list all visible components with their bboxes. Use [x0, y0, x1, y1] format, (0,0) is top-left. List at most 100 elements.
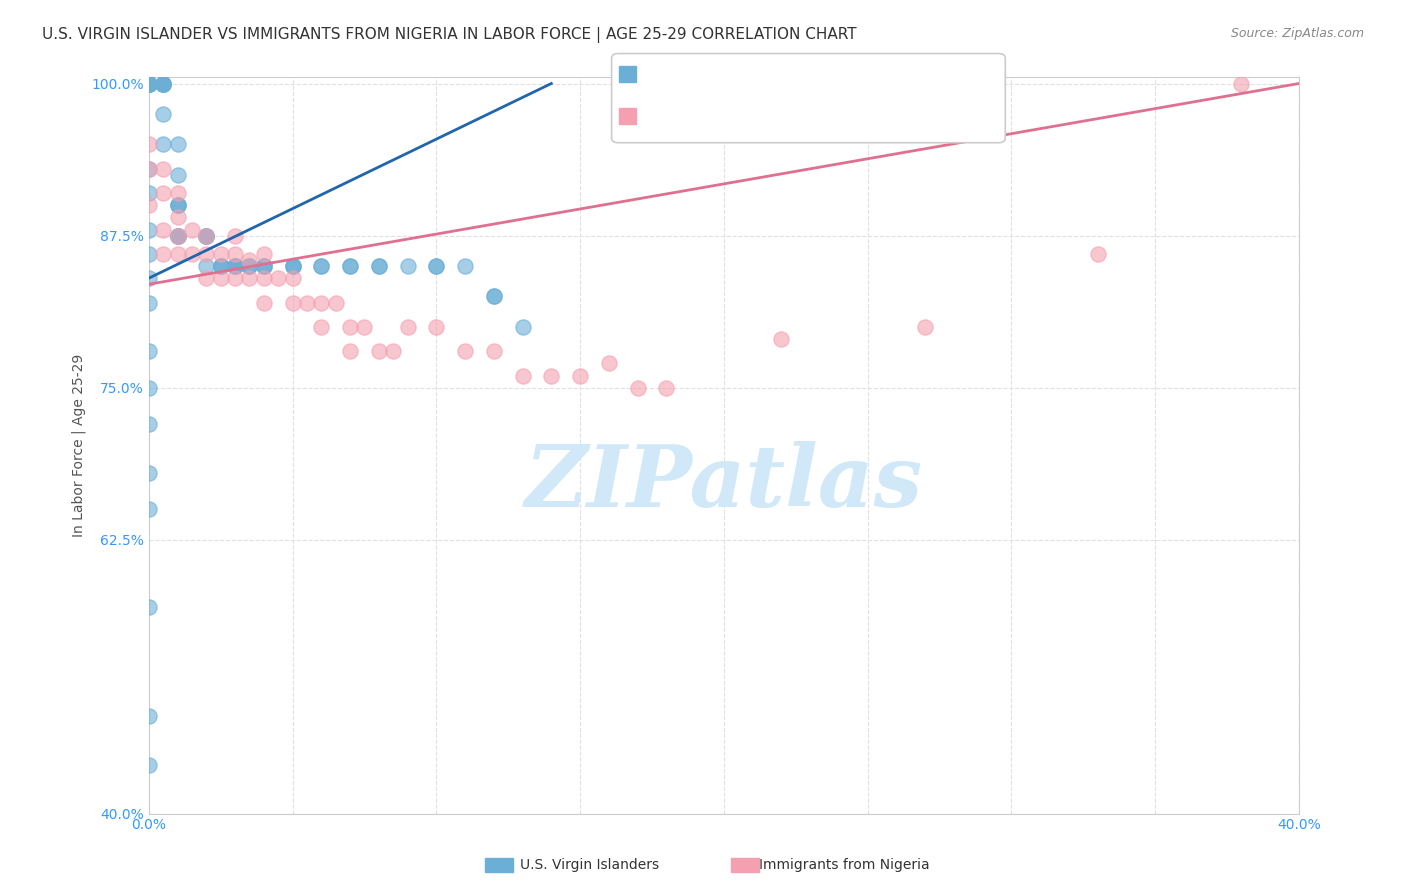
U.S. Virgin Islanders — [209, 259, 232, 273]
Immigrants from Nigeria — [569, 368, 592, 383]
Immigrants from Nigeria — [195, 271, 218, 285]
U.S. Virgin Islanders — [281, 259, 304, 273]
U.S. Virgin Islanders — [138, 186, 160, 200]
Immigrants from Nigeria — [209, 271, 232, 285]
Immigrants from Nigeria — [180, 222, 202, 236]
U.S. Virgin Islanders — [367, 259, 389, 273]
Immigrants from Nigeria — [396, 319, 419, 334]
U.S. Virgin Islanders — [138, 271, 160, 285]
Immigrants from Nigeria — [914, 319, 936, 334]
Immigrants from Nigeria — [195, 247, 218, 261]
U.S. Virgin Islanders — [152, 77, 174, 91]
Text: 0.349: 0.349 — [682, 65, 738, 83]
U.S. Virgin Islanders — [224, 259, 246, 273]
Immigrants from Nigeria — [454, 344, 477, 359]
U.S. Virgin Islanders — [138, 77, 160, 91]
U.S. Virgin Islanders — [224, 259, 246, 273]
U.S. Virgin Islanders — [166, 228, 188, 243]
Immigrants from Nigeria — [152, 161, 174, 176]
Text: U.S. VIRGIN ISLANDER VS IMMIGRANTS FROM NIGERIA IN LABOR FORCE | AGE 25-29 CORRE: U.S. VIRGIN ISLANDER VS IMMIGRANTS FROM … — [42, 27, 856, 43]
Immigrants from Nigeria — [540, 368, 562, 383]
U.S. Virgin Islanders — [238, 259, 260, 273]
U.S. Virgin Islanders — [152, 77, 174, 91]
Immigrants from Nigeria — [339, 319, 361, 334]
U.S. Virgin Islanders — [138, 381, 160, 395]
U.S. Virgin Islanders — [281, 259, 304, 273]
U.S. Virgin Islanders — [138, 77, 160, 91]
U.S. Virgin Islanders — [195, 228, 218, 243]
U.S. Virgin Islanders — [152, 77, 174, 91]
Immigrants from Nigeria — [180, 247, 202, 261]
U.S. Virgin Islanders — [138, 757, 160, 772]
Immigrants from Nigeria — [281, 295, 304, 310]
Text: U.S. Virgin Islanders: U.S. Virgin Islanders — [520, 858, 659, 872]
U.S. Virgin Islanders — [195, 228, 218, 243]
U.S. Virgin Islanders — [195, 228, 218, 243]
U.S. Virgin Islanders — [166, 228, 188, 243]
U.S. Virgin Islanders — [224, 259, 246, 273]
U.S. Virgin Islanders — [195, 228, 218, 243]
U.S. Virgin Islanders — [138, 247, 160, 261]
Text: R =: R = — [637, 107, 676, 125]
Immigrants from Nigeria — [281, 271, 304, 285]
Text: Immigrants from Nigeria: Immigrants from Nigeria — [759, 858, 929, 872]
U.S. Virgin Islanders — [195, 259, 218, 273]
Immigrants from Nigeria — [166, 186, 188, 200]
Immigrants from Nigeria — [138, 161, 160, 176]
U.S. Virgin Islanders — [138, 161, 160, 176]
Immigrants from Nigeria — [166, 247, 188, 261]
U.S. Virgin Islanders — [482, 289, 505, 303]
U.S. Virgin Islanders — [138, 709, 160, 723]
Immigrants from Nigeria — [311, 319, 333, 334]
U.S. Virgin Islanders — [138, 466, 160, 480]
U.S. Virgin Islanders — [253, 259, 276, 273]
Immigrants from Nigeria — [224, 271, 246, 285]
U.S. Virgin Islanders — [138, 77, 160, 91]
U.S. Virgin Islanders — [425, 259, 447, 273]
U.S. Virgin Islanders — [138, 295, 160, 310]
Text: Source: ZipAtlas.com: Source: ZipAtlas.com — [1230, 27, 1364, 40]
U.S. Virgin Islanders — [339, 259, 361, 273]
U.S. Virgin Islanders — [339, 259, 361, 273]
U.S. Virgin Islanders — [209, 259, 232, 273]
Immigrants from Nigeria — [152, 247, 174, 261]
U.S. Virgin Islanders — [138, 77, 160, 91]
Immigrants from Nigeria — [152, 186, 174, 200]
Text: N =: N = — [745, 65, 785, 83]
U.S. Virgin Islanders — [138, 222, 160, 236]
U.S. Virgin Islanders — [396, 259, 419, 273]
U.S. Virgin Islanders — [238, 259, 260, 273]
Immigrants from Nigeria — [425, 319, 447, 334]
U.S. Virgin Islanders — [166, 228, 188, 243]
Immigrants from Nigeria — [367, 344, 389, 359]
Immigrants from Nigeria — [224, 247, 246, 261]
U.S. Virgin Islanders — [166, 198, 188, 212]
U.S. Virgin Islanders — [138, 344, 160, 359]
Text: N =: N = — [745, 107, 785, 125]
Immigrants from Nigeria — [1087, 247, 1109, 261]
Immigrants from Nigeria — [209, 247, 232, 261]
Immigrants from Nigeria — [166, 228, 188, 243]
Immigrants from Nigeria — [325, 295, 347, 310]
Immigrants from Nigeria — [382, 344, 405, 359]
Immigrants from Nigeria — [253, 295, 276, 310]
U.S. Virgin Islanders — [138, 77, 160, 91]
Immigrants from Nigeria — [152, 222, 174, 236]
Text: ZIPatlas: ZIPatlas — [524, 441, 922, 524]
U.S. Virgin Islanders — [138, 599, 160, 614]
U.S. Virgin Islanders — [425, 259, 447, 273]
Text: 52: 52 — [785, 107, 810, 125]
U.S. Virgin Islanders — [166, 168, 188, 182]
Immigrants from Nigeria — [195, 228, 218, 243]
U.S. Virgin Islanders — [166, 137, 188, 152]
U.S. Virgin Islanders — [253, 259, 276, 273]
U.S. Virgin Islanders — [482, 289, 505, 303]
Immigrants from Nigeria — [224, 228, 246, 243]
Immigrants from Nigeria — [253, 271, 276, 285]
Immigrants from Nigeria — [626, 381, 648, 395]
Y-axis label: In Labor Force | Age 25-29: In Labor Force | Age 25-29 — [72, 354, 86, 537]
Immigrants from Nigeria — [655, 381, 678, 395]
U.S. Virgin Islanders — [454, 259, 477, 273]
Immigrants from Nigeria — [311, 295, 333, 310]
Immigrants from Nigeria — [353, 319, 375, 334]
